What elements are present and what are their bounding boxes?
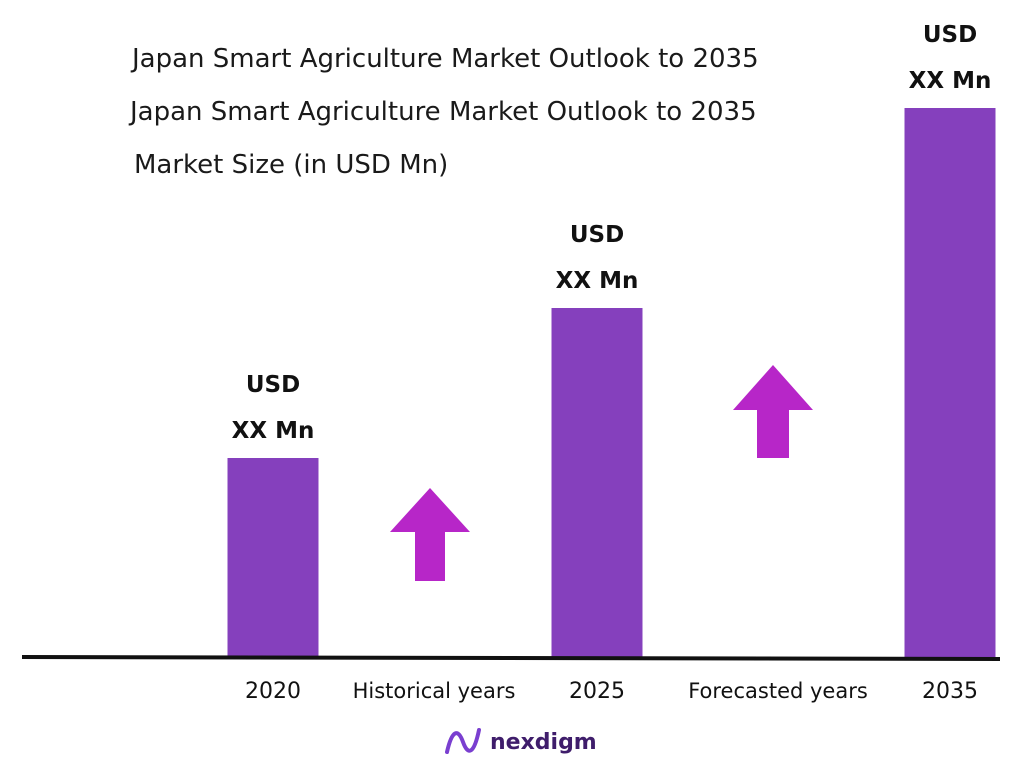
- value-labels: USD XX Mn USD XX Mn USD XX Mn: [232, 22, 992, 444]
- period-label-historical: Historical years: [353, 679, 516, 703]
- bar-value-label-2020-amount: XX Mn: [232, 418, 315, 444]
- bar-2035: [904, 108, 996, 658]
- bar-value-label-2020-currency: USD: [246, 372, 300, 398]
- bar-2025: [551, 308, 643, 658]
- x-tick-label-2035: 2035: [922, 679, 978, 704]
- bar-value-label-2035-currency: USD: [923, 22, 977, 48]
- x-tick-label-2025: 2025: [569, 679, 625, 704]
- bar-value-label-2025-currency: USD: [570, 222, 624, 248]
- bar-value-label-2025-amount: XX Mn: [556, 268, 639, 294]
- period-label-forecasted: Forecasted years: [688, 679, 868, 703]
- growth-arrows: [390, 365, 813, 581]
- x-axis-line: [21, 655, 1001, 661]
- chart-subtitle: Market Size (in USD Mn): [134, 150, 448, 180]
- bar-2020: [227, 458, 319, 658]
- nexdigm-wave-icon: [445, 728, 481, 754]
- chart-title: Japan Smart Agriculture Market Outlook t…: [130, 44, 759, 74]
- brand-name: nexdigm: [490, 730, 597, 755]
- chart-title-repeat: Japan Smart Agriculture Market Outlook t…: [128, 97, 757, 127]
- nexdigm-logo: nexdigm: [445, 728, 597, 755]
- bars-layer: [227, 108, 996, 658]
- x-tick-label-2020: 2020: [245, 679, 301, 704]
- growth-arrow-historical: [390, 488, 470, 581]
- bar-value-label-2035-amount: XX Mn: [909, 68, 992, 94]
- growth-arrow-forecasted: [733, 365, 813, 458]
